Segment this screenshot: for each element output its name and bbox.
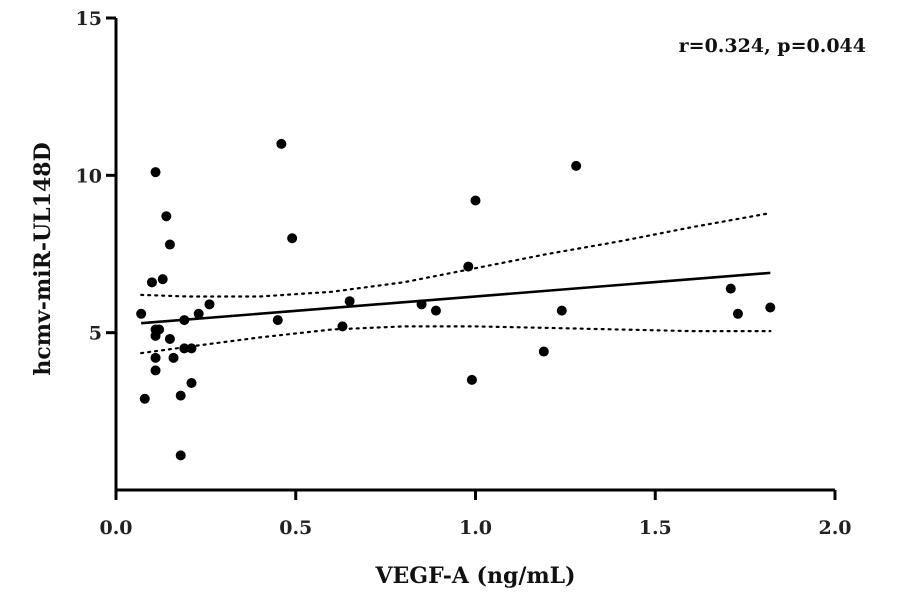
data-point <box>157 274 168 285</box>
y-tick-label: 15 <box>76 8 102 30</box>
x-tick-label: 0.5 <box>279 517 312 539</box>
data-point <box>272 315 283 326</box>
data-point <box>136 308 147 319</box>
data-point <box>416 299 427 310</box>
data-point <box>179 315 190 326</box>
data-point <box>463 261 474 272</box>
x-tick-label: 1.5 <box>639 517 672 539</box>
data-point <box>164 333 175 344</box>
confidence-band-layer <box>140 212 772 355</box>
regression-line-layer <box>141 271 771 325</box>
axes-layer <box>114 18 835 492</box>
data-point <box>193 308 204 319</box>
data-point <box>150 365 161 376</box>
data-point <box>337 321 348 332</box>
data-point <box>150 167 161 178</box>
data-point <box>139 393 150 404</box>
x-tick-label: 2.0 <box>818 517 851 539</box>
data-point <box>571 160 582 171</box>
regression-line <box>141 271 771 325</box>
data-point <box>276 138 287 149</box>
data-point <box>186 343 197 354</box>
data-point <box>164 239 175 250</box>
correlation-annotation: r=0.324, p=0.044 <box>679 35 866 57</box>
data-point <box>161 211 172 222</box>
data-point <box>732 308 743 319</box>
data-point <box>146 277 157 288</box>
x-axis-title: VEGF-A (ng/mL) <box>374 563 575 589</box>
data-point <box>430 305 441 316</box>
data-point <box>725 283 736 294</box>
y-tick-label: 10 <box>76 165 102 187</box>
data-point <box>154 324 165 335</box>
data-point <box>344 296 355 307</box>
x-tick-label: 1.0 <box>459 517 492 539</box>
data-point <box>287 233 298 244</box>
data-point <box>556 305 567 316</box>
data-points-layer <box>136 138 776 461</box>
data-point <box>204 299 215 310</box>
data-point <box>175 450 186 461</box>
data-point <box>470 195 481 206</box>
data-point <box>466 374 477 385</box>
lower-confidence-band <box>140 325 772 355</box>
data-point <box>179 343 190 354</box>
upper-confidence-band <box>140 212 772 298</box>
data-point <box>175 390 186 401</box>
data-point <box>150 352 161 363</box>
data-point <box>168 352 179 363</box>
x-ticks: 0.0 0.5 1.0 1.5 2.0 <box>99 490 852 539</box>
y-ticks: 5 10 15 <box>76 8 116 345</box>
y-tick-label: 5 <box>89 323 102 345</box>
y-axis-title: hcmv-miR-UL148D <box>30 142 56 375</box>
x-tick-label: 0.0 <box>99 517 132 539</box>
data-point <box>538 346 549 357</box>
data-point <box>186 378 197 389</box>
data-point <box>765 302 776 313</box>
